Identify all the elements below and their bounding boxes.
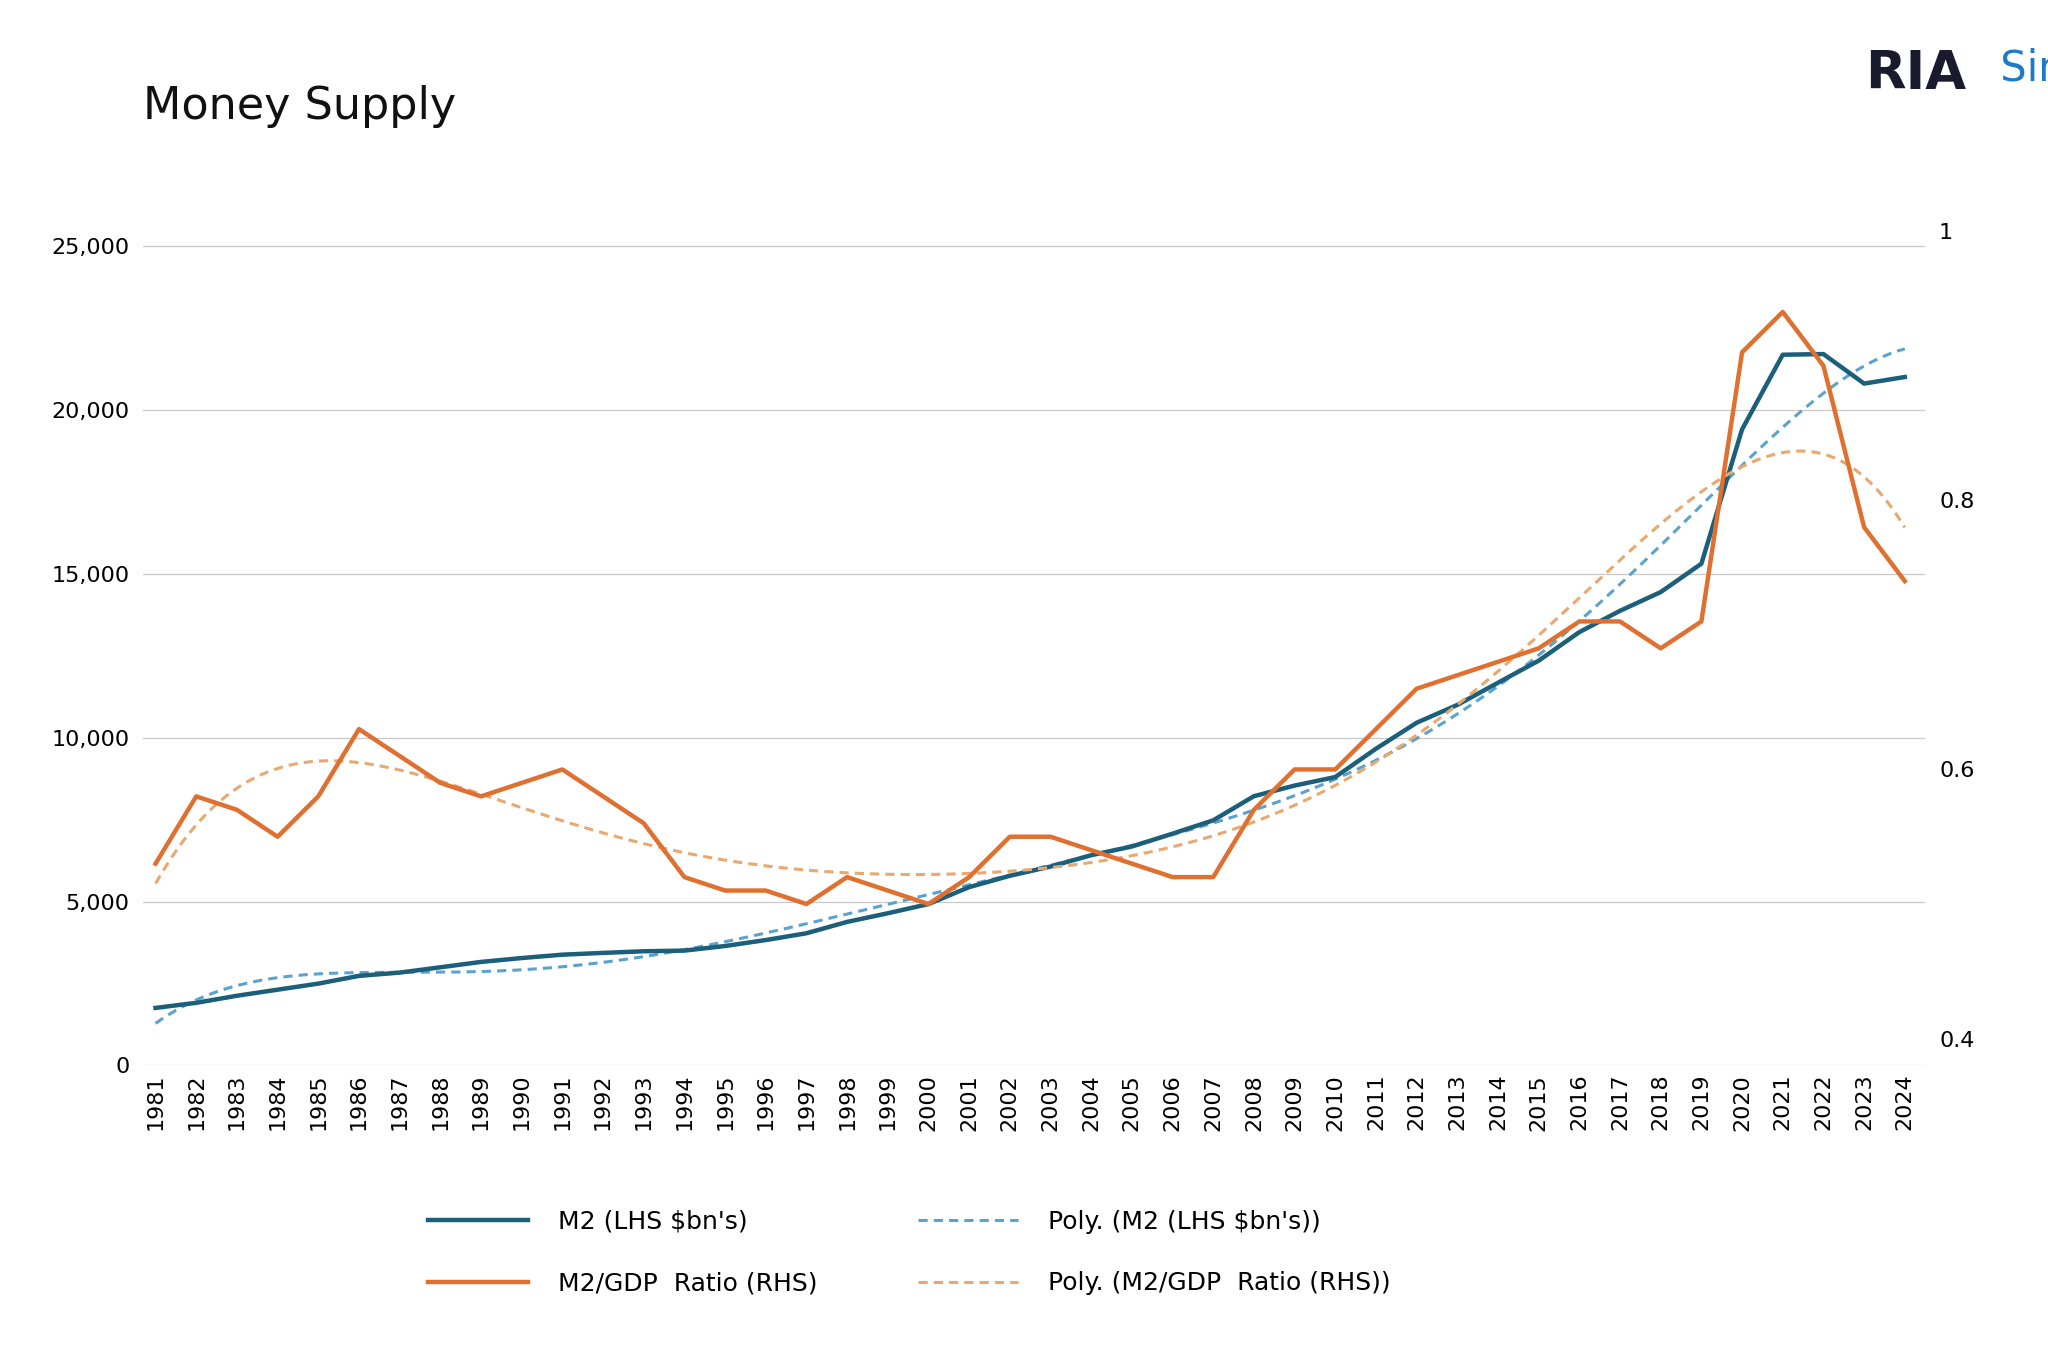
Legend: M2 (LHS $bn's), M2/GDP  Ratio (RHS), Poly. (M2 (LHS $bn's)), Poly. (M2/GDP  Rati: M2 (LHS $bn's), M2/GDP Ratio (RHS), Poly… [418, 1199, 1401, 1306]
Text: RIA: RIA [1866, 48, 1966, 100]
Text: SimpleVisor: SimpleVisor [1987, 48, 2048, 90]
Text: Money Supply: Money Supply [143, 85, 457, 128]
